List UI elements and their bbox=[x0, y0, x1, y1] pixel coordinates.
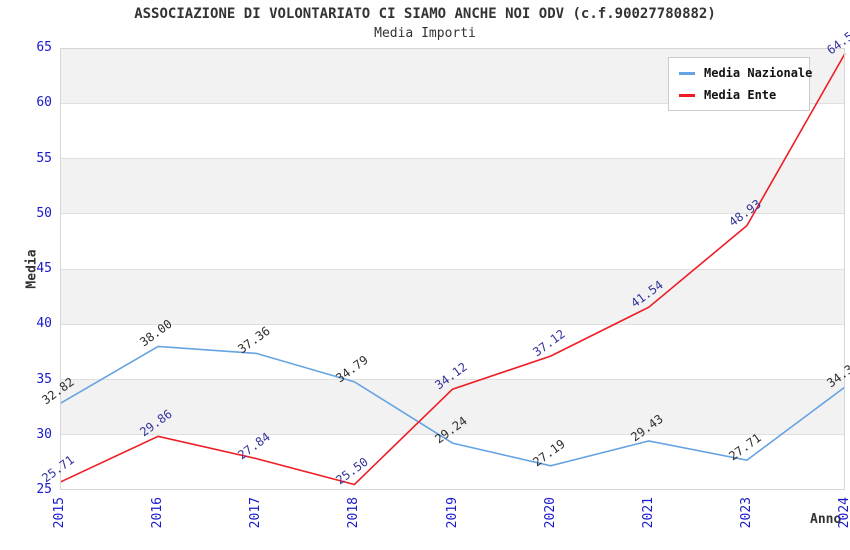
y-tick-label: 60 bbox=[36, 95, 52, 111]
x-tick-label: 2016 bbox=[150, 497, 166, 529]
line-swatch-icon bbox=[679, 93, 695, 97]
plot-band bbox=[60, 269, 845, 325]
y-tick-label: 45 bbox=[36, 261, 52, 276]
y-tick-label: 25 bbox=[36, 482, 52, 497]
gridline bbox=[60, 434, 845, 436]
y-tick-label: 50 bbox=[36, 205, 52, 221]
x-tick-label: 2019 bbox=[444, 497, 460, 529]
plot-band bbox=[60, 158, 845, 214]
x-tick-label: 2021 bbox=[640, 497, 656, 529]
y-tick-label: 65 bbox=[36, 40, 52, 55]
legend: Media Nazionale Media Ente bbox=[668, 57, 813, 111]
y-tick-label: 55 bbox=[36, 150, 52, 166]
chart-title: ASSOCIAZIONE DI VOLONTARIATO CI SIAMO AN… bbox=[134, 6, 716, 22]
x-tick-label: 2024 bbox=[837, 497, 850, 529]
gridline bbox=[60, 102, 845, 104]
legend-item-media-ente: Media Ente bbox=[669, 84, 809, 106]
plot-band bbox=[60, 103, 845, 159]
gridline bbox=[60, 268, 845, 270]
line-swatch-icon bbox=[679, 71, 695, 75]
series-line-media-ente bbox=[59, 53, 846, 486]
series-line-media-nazionale bbox=[59, 345, 846, 467]
plot-area bbox=[59, 48, 846, 490]
plot-band bbox=[60, 324, 845, 380]
legend-label-media-nazionale: Media Nazionale bbox=[704, 66, 813, 80]
plot-band bbox=[60, 213, 845, 269]
series-lines bbox=[59, 53, 846, 486]
chart-subtitle: Media Importi bbox=[374, 26, 476, 41]
gridline bbox=[60, 213, 845, 215]
x-tick-label: 2020 bbox=[542, 497, 558, 529]
y-tick-label: 35 bbox=[36, 371, 52, 387]
legend-item-media-nazionale: Media Nazionale bbox=[669, 62, 813, 84]
y-tick-label: 30 bbox=[36, 426, 52, 442]
gridline bbox=[60, 158, 845, 159]
x-tick-label: 2023 bbox=[738, 497, 754, 529]
legend-label-media-ente: Media Ente bbox=[704, 88, 777, 102]
gridline bbox=[60, 323, 845, 325]
y-tick-label: 40 bbox=[36, 316, 52, 332]
x-axis-title: Anno bbox=[810, 512, 842, 527]
gridline bbox=[60, 379, 845, 380]
x-tick-label: 2015 bbox=[52, 497, 67, 529]
x-tick-label: 2018 bbox=[346, 497, 362, 529]
x-tick-label: 2017 bbox=[248, 497, 264, 529]
